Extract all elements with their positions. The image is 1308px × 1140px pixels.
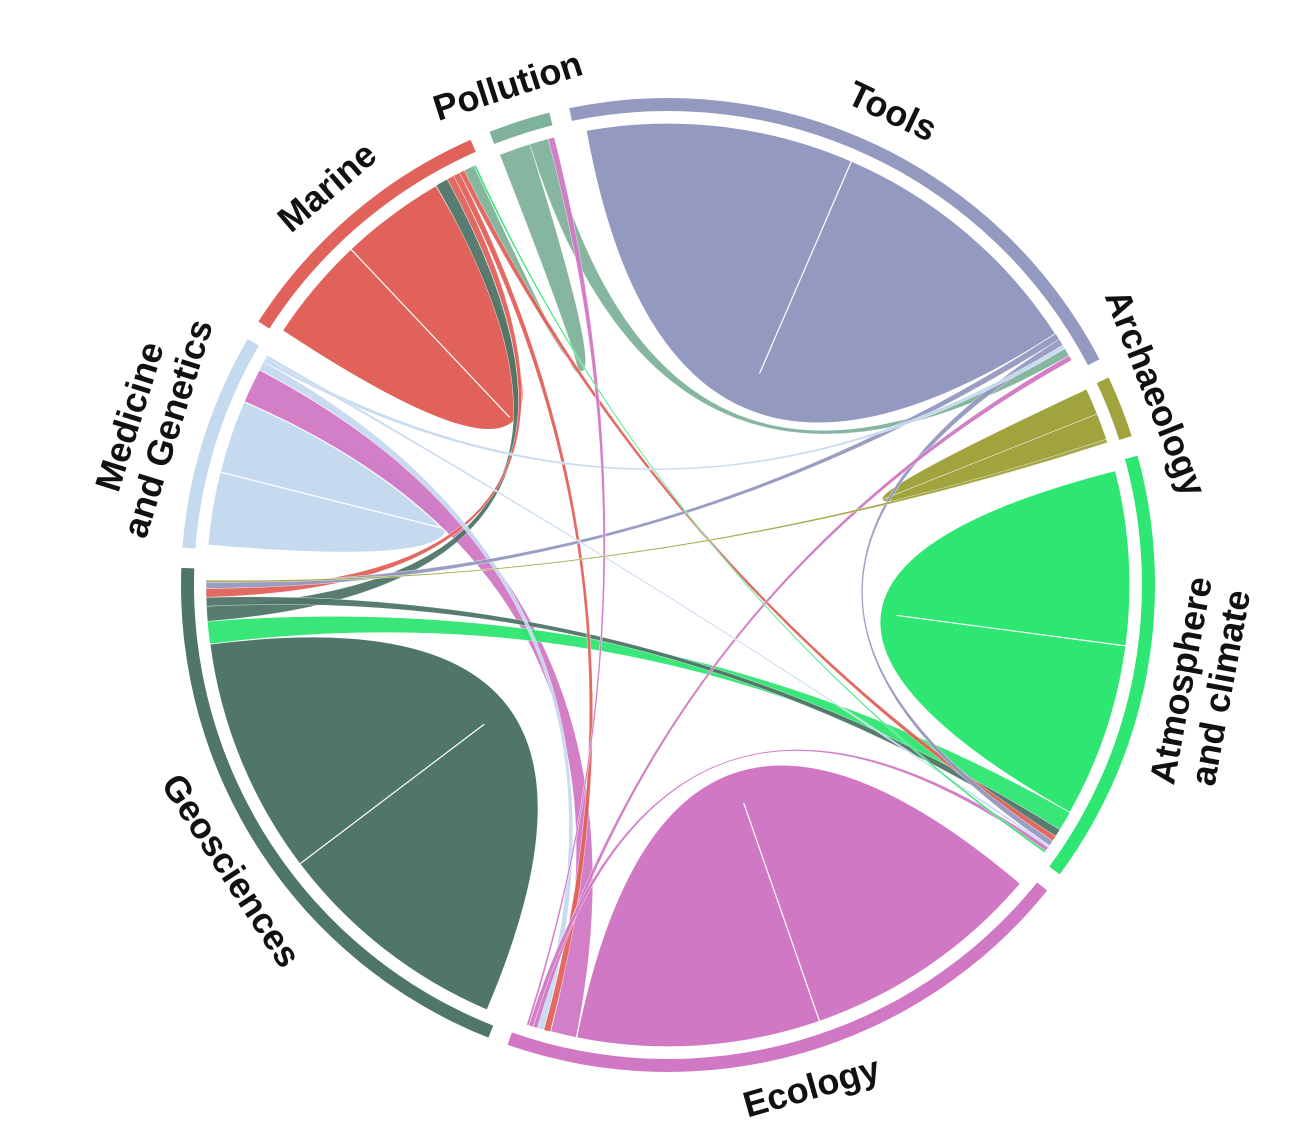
group-label-pollution-line-0: Pollution <box>428 43 587 129</box>
ribbon-marine-ecology <box>453 172 593 1032</box>
ribbon-atmosphere-marine <box>473 164 1047 854</box>
ribbon-medicine-tools <box>263 344 1066 471</box>
ribbon-medicine-ecology <box>259 361 574 1031</box>
group-arc-pollution <box>489 112 553 145</box>
ribbon-ecology-pollution <box>526 136 606 1026</box>
ribbon-archaeology-archaeology <box>882 389 1107 502</box>
ribbon-geosciences-atmosphere <box>205 596 1061 837</box>
ribbon-archaeology-geosciences <box>205 438 1108 583</box>
chord-ribbons <box>205 122 1131 1048</box>
group-arc-medicine <box>182 338 259 549</box>
ribbon-geosciences-marine <box>206 178 519 622</box>
group-label-pollution: Pollution <box>428 43 587 129</box>
ribbon-medicine-atmosphere <box>265 354 1050 848</box>
ribbon-marine-geosciences <box>205 175 522 598</box>
group-arcs <box>181 98 1156 1072</box>
ribbon-tools-tools <box>585 122 1057 424</box>
group-arc-atmosphere <box>1049 455 1156 875</box>
ribbon-atmosphere-atmosphere <box>879 469 1131 814</box>
group-arc-tools <box>569 98 1100 366</box>
group-arc-archaeology <box>1096 377 1132 441</box>
ribbon-ecology-medicine <box>243 368 594 1039</box>
ribbon-marine-marine <box>281 184 524 430</box>
group-arc-marine <box>258 139 476 329</box>
ribbon-geosciences-geosciences <box>209 636 539 1011</box>
group-label-marine: Marine <box>269 133 384 240</box>
ribbon-tools-geosciences <box>205 333 1060 589</box>
group-arc-ecology <box>507 882 1048 1072</box>
group-arc-geosciences <box>181 567 494 1038</box>
group-label-marine-line-0: Marine <box>269 133 384 240</box>
ribbon-ecology-tools <box>532 355 1072 1029</box>
ribbon-ecology-ecology <box>575 764 1022 1048</box>
ribbon-medicine-medicine <box>207 400 448 553</box>
